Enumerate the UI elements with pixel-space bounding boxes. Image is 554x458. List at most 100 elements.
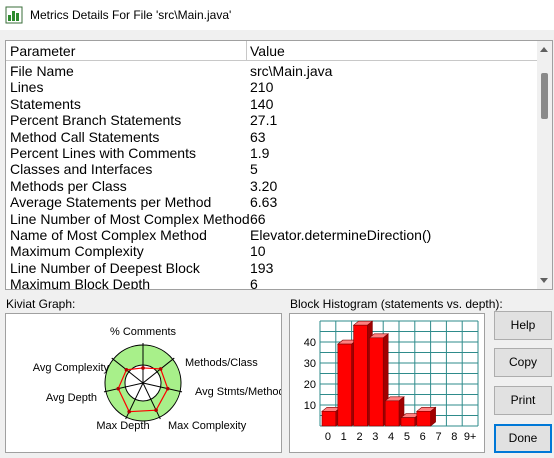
table-row[interactable]: Maximum Complexity 10: [6, 243, 538, 259]
kiviat-axis: [142, 382, 183, 393]
table-row[interactable]: Methods per Class 3.20: [6, 178, 538, 194]
table-row[interactable]: Classes and Interfaces 5: [6, 161, 538, 177]
row-value: 27.1: [250, 112, 278, 129]
histogram-bar: [353, 324, 368, 427]
histogram-x-tick-label: 2: [356, 431, 362, 443]
table-row[interactable]: Lines 210: [6, 79, 538, 95]
histogram-x-tick-label: 0: [325, 431, 331, 443]
row-value: 63: [250, 128, 266, 145]
table-row[interactable]: Line Number of Most Complex Method 66: [6, 211, 538, 227]
histogram-x-tick-label: 3: [372, 431, 378, 443]
window-title: Metrics Details For File 'src\Main.java': [30, 8, 232, 22]
histogram-y-tick-label: 10: [304, 400, 316, 412]
app-icon: [5, 6, 23, 24]
scroll-up-icon[interactable]: [540, 47, 548, 52]
row-parameter: Percent Lines with Comments: [10, 144, 196, 161]
row-parameter: Classes and Interfaces: [10, 161, 153, 178]
kiviat-point: [124, 367, 129, 372]
table-row[interactable]: Name of Most Complex Method Elevator.dete…: [6, 227, 538, 243]
table-row[interactable]: Method Call Statements 63: [6, 129, 538, 145]
kiviat-axis-label: Avg Complexity: [33, 362, 110, 374]
row-parameter: Methods per Class: [10, 177, 127, 194]
table-row[interactable]: Line Number of Deepest Block 193: [6, 260, 538, 276]
kiviat-axis: [142, 382, 161, 420]
row-parameter: Percent Branch Statements: [10, 112, 182, 129]
block-histogram-label: Block Histogram (statements vs. depth):: [290, 297, 503, 311]
histogram-bar: [416, 411, 431, 427]
kiviat-chart: % Comments Methods/Class Avg Stmts/Method M…: [33, 326, 285, 432]
kiviat-axis-label: Max Complexity: [168, 420, 247, 432]
histogram-y-tick-label: 30: [304, 358, 316, 370]
column-divider[interactable]: [246, 41, 247, 61]
histogram-y-tick-label: 40: [304, 337, 316, 349]
table-row[interactable]: File Name src\Main.java: [6, 63, 538, 79]
kiviat-point: [154, 408, 158, 412]
help-button[interactable]: Help: [494, 311, 552, 340]
kiviat-point: [127, 409, 131, 414]
kiviat-graph: % Comments Methods/Class Avg Stmts/Method M…: [5, 313, 285, 453]
kiviat-point: [165, 386, 170, 391]
histogram-x-tick-label: 1: [341, 431, 347, 443]
kiviat-axis-label: Max Depth: [96, 420, 149, 432]
vertical-scrollbar[interactable]: [537, 41, 552, 289]
kiviat-point: [116, 386, 121, 391]
histogram-bar: [321, 411, 337, 427]
histogram-x-tick-label: 5: [404, 431, 410, 443]
column-header-parameter[interactable]: Parameter: [10, 43, 76, 59]
copy-button[interactable]: Copy: [494, 348, 552, 377]
row-parameter: Name of Most Complex Method: [10, 226, 207, 243]
table-row[interactable]: Maximum Block Depth 6: [6, 276, 538, 290]
row-parameter: Statements: [10, 95, 81, 112]
kiviat-axis-label: % Comments: [110, 326, 177, 338]
histogram-y-tick-label: 20: [304, 379, 316, 391]
row-parameter: Line Number of Deepest Block: [10, 259, 200, 276]
kiviat-point: [158, 367, 163, 371]
table-body: File Name src\Main.java Lines 210 Statements…: [6, 63, 538, 290]
row-value: src\Main.java: [250, 63, 333, 79]
histogram-bar: [337, 343, 352, 427]
kiviat-axis: [103, 382, 144, 393]
row-parameter: Maximum Block Depth: [10, 276, 151, 290]
done-button[interactable]: Done: [494, 424, 552, 453]
row-value: 1.9: [250, 144, 270, 161]
kiviat-point: [141, 366, 145, 370]
row-parameter: Line Number of Most Complex Method: [10, 210, 250, 227]
table-row[interactable]: Percent Lines with Comments 1.9: [6, 145, 538, 161]
kiviat-value-polygon: [117, 367, 169, 413]
title-bar: Metrics Details For File 'src\Main.java': [0, 0, 554, 30]
kiviat-axis: [142, 357, 175, 384]
row-value: Elevator.determineDirection(): [250, 226, 432, 243]
row-value: 5: [250, 161, 258, 178]
row-value: 6.63: [250, 194, 278, 211]
table-row[interactable]: Statements 140: [6, 96, 538, 112]
print-button[interactable]: Print: [494, 386, 552, 415]
row-parameter: Average Statements per Method: [10, 194, 212, 211]
kiviat-graph-label: Kiviat Graph:: [6, 297, 76, 311]
row-value: 3.20: [250, 177, 278, 194]
histogram-bar: [384, 400, 400, 427]
table-row[interactable]: Percent Branch Statements 27.1: [6, 112, 538, 128]
histogram-bar: [369, 337, 384, 427]
histogram-chart: 10 20 30 40 0 1 2 3 4 5 6 7 8 9+: [304, 320, 479, 443]
histogram-x-tick-label: 7: [435, 431, 441, 443]
row-value: 140: [250, 95, 274, 112]
block-histogram: 10 20 30 40 0 1 2 3 4 5 6 7 8 9+: [289, 313, 485, 453]
table-row[interactable]: Average Statements per Method 6.63: [6, 194, 538, 210]
row-parameter: Method Call Statements: [10, 128, 160, 145]
column-header-value[interactable]: Value: [250, 43, 285, 59]
histogram-x-tick-label: 4: [388, 431, 394, 443]
row-parameter: Lines: [10, 79, 44, 96]
scroll-thumb[interactable]: [541, 73, 548, 119]
kiviat-axis-label: Methods/Class: [185, 357, 258, 369]
histogram-bar: [400, 417, 416, 427]
scroll-down-icon[interactable]: [540, 278, 548, 283]
kiviat-axis-label: Avg Stmts/Method: [195, 386, 281, 398]
metrics-table[interactable]: Parameter Value File Name src\Main.java Li…: [5, 40, 553, 290]
row-value: 6: [250, 276, 258, 290]
kiviat-axis-label: Avg Depth: [46, 392, 97, 404]
histogram-x-tick-label: 8: [451, 431, 457, 443]
row-value: 10: [250, 243, 266, 260]
row-value: 210: [250, 79, 274, 96]
table-header: Parameter Value: [6, 41, 538, 61]
histogram-x-tick-label: 9+: [464, 431, 477, 443]
